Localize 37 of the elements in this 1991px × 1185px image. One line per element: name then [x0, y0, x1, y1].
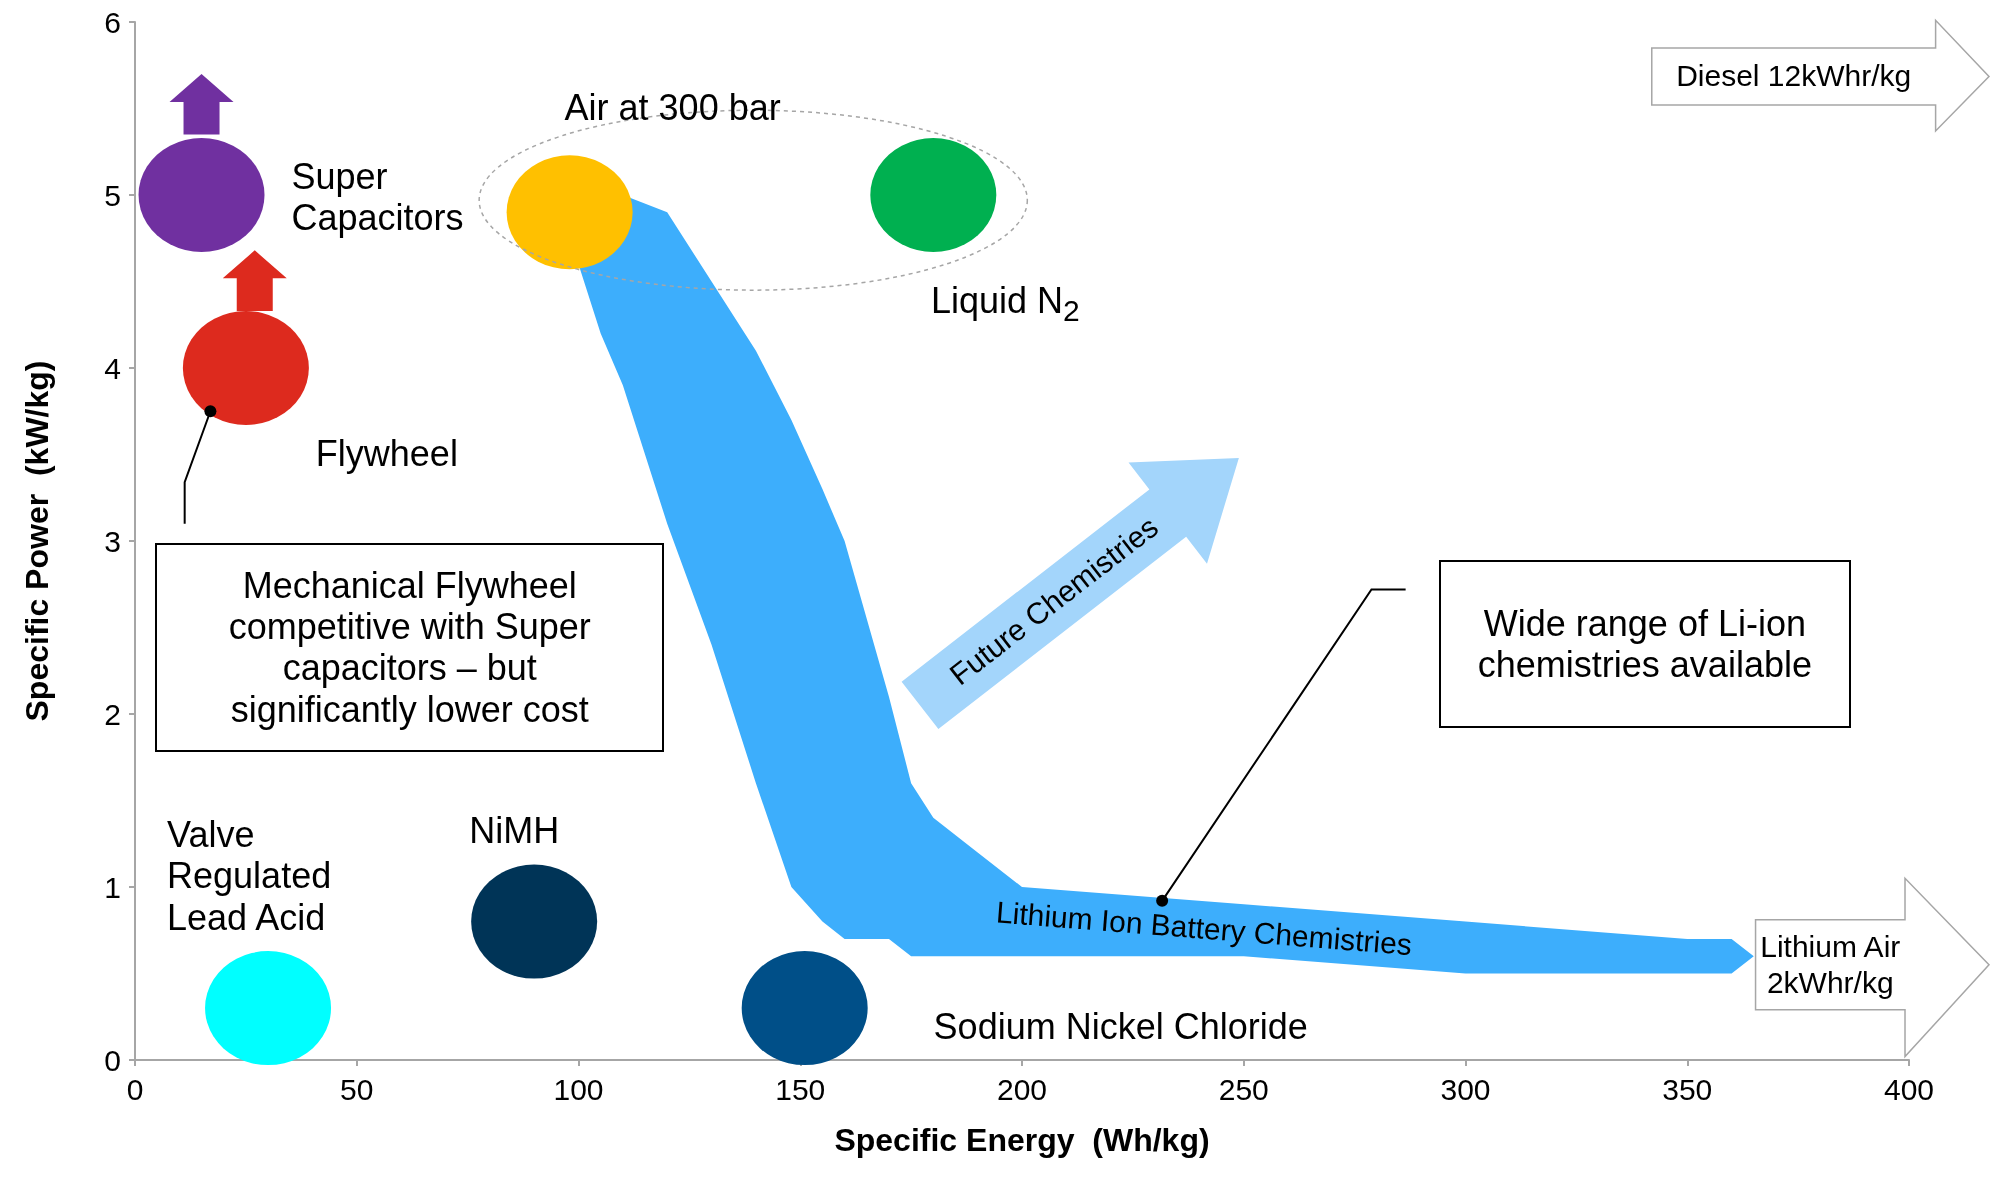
x-tick-label: 400 [1883, 1072, 1935, 1106]
point [741, 951, 868, 1066]
y-tick-label: 4 [104, 351, 121, 385]
annotation: Lithium Ion Battery Chemistries [994, 894, 1413, 963]
series-label: Valve Regulated Lead Acid [167, 814, 333, 939]
point [138, 138, 265, 252]
x-tick-label: 50 [340, 1072, 374, 1106]
y-tick-label: 0 [104, 1043, 121, 1077]
y-axis-title: Specific Power (kW/kg) [19, 360, 55, 722]
point [870, 138, 997, 252]
text-box: Wide range of Li-ion chemistries available [1438, 560, 1851, 728]
y-tick-label: 5 [104, 178, 121, 212]
series-label: Flywheel [315, 433, 458, 475]
point [506, 155, 633, 270]
point [471, 864, 598, 979]
annotation: Diesel 12kWhr/kg [1675, 58, 1913, 95]
point [205, 951, 332, 1066]
x-tick-label: 150 [775, 1072, 826, 1106]
x-tick-label: 350 [1662, 1072, 1713, 1106]
x-tick-label: 300 [1440, 1072, 1491, 1106]
x-tick-label: 100 [553, 1072, 604, 1106]
annotation: Lithium Air 2kWhr/kg [1759, 928, 1902, 1001]
series-label: NiMH [469, 809, 560, 852]
series-label: Liquid N$_{2}$ [930, 279, 1080, 329]
series-label: Air at 300 bar [564, 87, 781, 129]
text-box: Mechanical Flywheel competitive with Super capacitors – but significantly lower cost [155, 542, 665, 753]
y-tick-label: 6 [104, 5, 121, 39]
y-tick-label: 3 [104, 524, 121, 558]
series-label: Sodium Nickel Chloride [933, 1006, 1308, 1048]
x-tick-label: 0 [126, 1072, 144, 1106]
point [183, 311, 309, 425]
y-tick-label: 1 [104, 870, 121, 904]
x-tick-label: 200 [996, 1072, 1048, 1106]
y-tick-label: 2 [104, 697, 121, 731]
x-axis-title: Specific Energy (Wh/kg) [834, 1122, 1210, 1158]
x-tick-label: 250 [1218, 1072, 1269, 1106]
series-label: Super Capacitors [291, 155, 464, 239]
